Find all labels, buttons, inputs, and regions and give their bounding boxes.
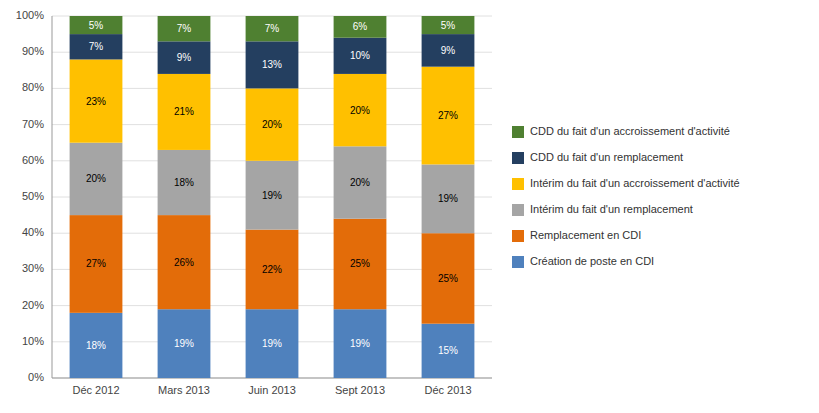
data-label: 5% <box>89 20 104 31</box>
bar-segment <box>422 233 475 324</box>
bar-segment <box>334 16 387 38</box>
bar-segment <box>334 38 387 74</box>
data-label: 6% <box>353 21 368 32</box>
y-tick-label: 50% <box>22 190 44 202</box>
data-label: 19% <box>262 190 282 201</box>
bar-segment <box>70 34 123 59</box>
legend-label: Remplacement en CDI <box>530 229 641 241</box>
data-label: 25% <box>438 273 458 284</box>
data-label: 19% <box>262 338 282 349</box>
bar-segment <box>422 67 475 165</box>
bar-segment <box>334 219 387 310</box>
bar-segment <box>422 324 475 378</box>
data-label: 19% <box>350 338 370 349</box>
data-label: 25% <box>350 258 370 269</box>
data-label: 18% <box>86 340 106 351</box>
bar-segment <box>158 74 211 150</box>
bar-segment <box>246 230 299 310</box>
data-label: 23% <box>86 96 106 107</box>
x-tick-label: Déc 2012 <box>72 384 119 396</box>
bar-segment <box>158 41 211 74</box>
bar-segment <box>70 59 123 142</box>
x-tick-label: Mars 2013 <box>158 384 210 396</box>
legend-label: Intérim du fait d'un accroissement d'act… <box>530 177 740 189</box>
chart: 0% 10% 20% 30% 40% 50% 60% 70% 80% 90% 100% Déc 201… <box>0 0 819 413</box>
data-label: 26% <box>174 257 194 268</box>
bars <box>70 16 475 378</box>
legend-swatch <box>512 204 524 216</box>
bar-segment <box>422 164 475 233</box>
bar-segment <box>334 74 387 146</box>
legend-label: CDD du fait d'un accroissement d'activit… <box>530 125 730 137</box>
data-label: 10% <box>350 50 370 61</box>
bar-segment <box>70 215 123 313</box>
bar-segment <box>246 16 299 41</box>
y-tick-label: 40% <box>22 226 44 238</box>
bar-segment <box>246 309 299 378</box>
legend-swatch <box>512 126 524 138</box>
x-tick-label: Sept 2013 <box>335 384 385 396</box>
y-tick-label: 90% <box>22 45 44 57</box>
bar-segment <box>246 161 299 230</box>
data-label: 5% <box>441 20 456 31</box>
legend-label: Création de poste en CDI <box>530 255 654 267</box>
data-label: 9% <box>177 52 192 63</box>
data-label: 13% <box>262 59 282 70</box>
y-tick-label: 30% <box>22 262 44 274</box>
bar-segment <box>422 34 475 67</box>
data-labels: 18% 19% 19% 19% 15% 27% 26% 22% 25% 25% 20% 18% 19% 2… <box>86 20 458 357</box>
y-tick-label: 20% <box>22 299 44 311</box>
bar-segment <box>334 309 387 378</box>
data-label: 22% <box>262 264 282 275</box>
y-axis-line <box>52 16 53 378</box>
y-tick-label: 60% <box>22 154 44 166</box>
data-label: 15% <box>438 345 458 356</box>
bar-segment <box>246 88 299 160</box>
axes: 0% 10% 20% 30% 40% 50% 60% 70% 80% 90% 100% Déc 201… <box>16 9 492 396</box>
legend-label: Intérim du fait d'un remplacement <box>530 203 693 215</box>
bar-segment <box>158 150 211 215</box>
x-tick-label: Déc 2013 <box>424 384 471 396</box>
grid <box>52 16 492 378</box>
legend-swatch <box>512 152 524 164</box>
data-label: 19% <box>174 338 194 349</box>
data-label: 27% <box>86 258 106 269</box>
data-label: 20% <box>262 119 282 130</box>
bar-segment <box>70 16 123 34</box>
data-label: 20% <box>86 173 106 184</box>
data-label: 9% <box>441 45 456 56</box>
data-label: 7% <box>89 41 104 52</box>
bar-segment <box>334 146 387 218</box>
data-label: 18% <box>174 177 194 188</box>
data-label: 27% <box>438 110 458 121</box>
y-tick-label: 70% <box>22 118 44 130</box>
data-label: 20% <box>350 177 370 188</box>
data-label: 7% <box>265 23 280 34</box>
bar-segment <box>158 16 211 41</box>
data-label: 7% <box>177 23 192 34</box>
y-tick-label: 10% <box>22 335 44 347</box>
y-tick-label: 80% <box>22 81 44 93</box>
bar-segment <box>422 16 475 34</box>
legend-swatch <box>512 256 524 268</box>
bar-segment <box>70 143 123 215</box>
legend: CDD du fait d'un accroissement d'activit… <box>512 125 740 268</box>
y-tick-label: 0% <box>28 371 44 383</box>
data-label: 21% <box>174 106 194 117</box>
bar-segment <box>158 215 211 309</box>
y-tick-label: 100% <box>16 9 44 21</box>
bar-segment <box>246 41 299 88</box>
data-label: 20% <box>350 105 370 116</box>
legend-swatch <box>512 230 524 242</box>
bar-segment <box>70 313 123 378</box>
x-tick-label: Juin 2013 <box>248 384 296 396</box>
bar-segment <box>158 309 211 378</box>
legend-label: CDD du fait d'un remplacement <box>530 151 683 163</box>
legend-swatch <box>512 178 524 190</box>
data-label: 19% <box>438 193 458 204</box>
